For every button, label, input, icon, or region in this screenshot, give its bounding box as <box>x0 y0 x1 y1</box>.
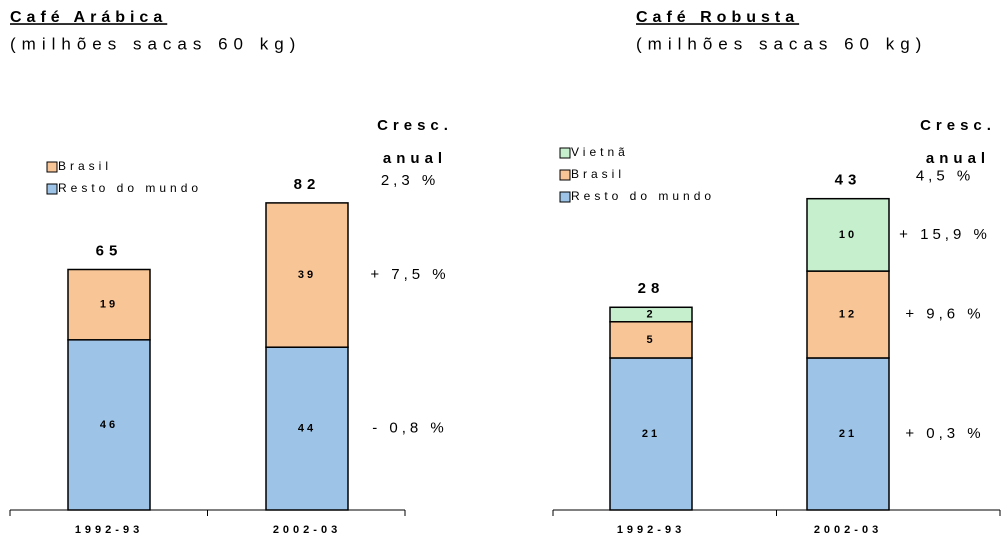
legend-swatch <box>559 147 571 159</box>
total-label: 82 <box>294 176 321 193</box>
chart-title: Café Arábica <box>10 9 167 26</box>
total-label: 43 <box>835 172 862 189</box>
legend-swatch <box>46 183 58 195</box>
legend-label: Brasil <box>58 159 112 173</box>
growth-label: + 9,6 % <box>905 305 984 322</box>
chart-subtitle: (milhões sacas 60 kg) <box>10 34 301 53</box>
bar-segment <box>265 346 349 511</box>
segment-label: 21 <box>642 428 660 440</box>
legend-swatch <box>559 169 571 181</box>
segment-label: 10 <box>839 229 857 241</box>
bar-segment <box>265 202 349 348</box>
bar-segment <box>67 339 151 511</box>
segment-label: 12 <box>839 308 857 320</box>
segment-label: 2 <box>646 308 655 320</box>
segment-label: 5 <box>646 334 655 346</box>
segment-label: 21 <box>839 428 857 440</box>
segment-label: 39 <box>298 269 316 281</box>
bar-segment <box>609 357 693 511</box>
segment-label: 19 <box>100 299 118 311</box>
total-label: 65 <box>96 242 123 259</box>
bar-segment <box>806 197 890 272</box>
legend-swatch <box>559 191 571 203</box>
bar-segment <box>609 306 693 323</box>
total-growth: 4,5 % <box>916 168 974 185</box>
growth-header: anual <box>383 150 447 167</box>
legend-label: Brasil <box>571 167 625 181</box>
segment-label: 44 <box>298 423 316 435</box>
x-tick-label: 2002-03 <box>814 524 882 536</box>
growth-label: + 7,5 % <box>370 266 449 283</box>
growth-label: - 0,8 % <box>372 420 448 437</box>
total-growth: 2,3 % <box>381 172 439 189</box>
growth-header: Cresc. <box>377 117 453 134</box>
legend-label: Vietnã <box>571 145 629 159</box>
growth-label: + 15,9 % <box>899 226 991 243</box>
x-tick-label: 1992-93 <box>617 524 685 536</box>
growth-header: Cresc. <box>920 117 996 134</box>
total-label: 28 <box>638 280 665 297</box>
legend-label: Resto do mundo <box>58 181 202 195</box>
growth-header: anual <box>926 150 990 167</box>
legend-swatch <box>46 161 58 173</box>
x-tick-label: 1992-93 <box>75 524 143 536</box>
chart-title: Café Robusta <box>636 9 799 26</box>
x-tick-label: 2002-03 <box>273 524 341 536</box>
legend-label: Resto do mundo <box>571 189 715 203</box>
chart-subtitle: (milhões sacas 60 kg) <box>636 34 927 53</box>
growth-label: + 0,3 % <box>905 425 984 442</box>
segment-label: 46 <box>100 419 118 431</box>
bar-segment <box>67 268 151 341</box>
